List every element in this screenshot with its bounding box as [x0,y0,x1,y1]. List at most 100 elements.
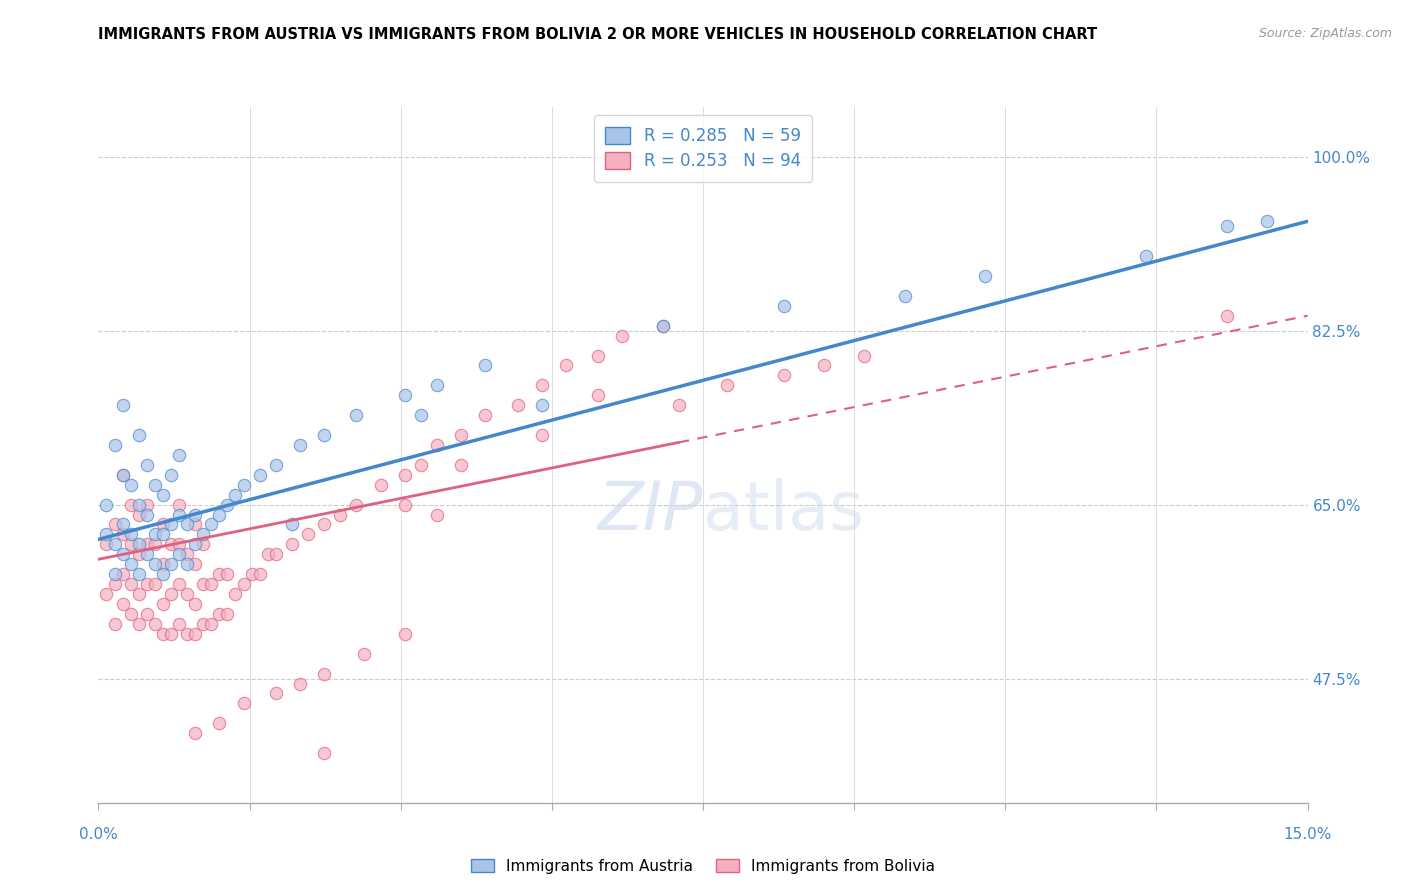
Point [264,547,287,561]
Point [167,577,190,591]
Point [167,537,190,551]
Point [96,498,118,512]
Point [184,537,207,551]
Point [135,498,157,512]
Point [167,448,190,462]
Point [297,527,319,541]
Point [128,547,150,561]
Point [184,627,207,641]
Point [530,428,553,442]
Point [120,527,142,541]
Point [314,428,336,442]
Point [288,438,311,452]
Point [200,616,222,631]
Point [167,547,190,561]
Point [120,477,142,491]
Point [224,587,246,601]
Point [612,328,634,343]
Text: ZIP: ZIP [598,477,703,543]
Point [394,498,416,512]
Point [111,547,134,561]
Point [344,408,367,422]
Point [651,318,673,333]
Point [143,616,166,631]
Point [128,508,150,522]
Point [103,616,125,631]
Point [152,527,174,541]
Point [208,508,231,522]
Point [143,527,166,541]
Point [135,458,157,472]
Point [530,398,553,412]
Point [474,408,496,422]
Point [184,508,207,522]
Point [143,558,166,572]
Point [474,359,496,373]
Point [184,558,207,572]
Point [184,597,207,611]
Point [128,537,150,551]
Point [176,517,198,532]
Point [160,467,183,482]
Point [370,477,392,491]
Point [506,398,529,412]
Point [249,567,271,582]
Point [120,558,142,572]
Point [128,616,150,631]
Text: IMMIGRANTS FROM AUSTRIA VS IMMIGRANTS FROM BOLIVIA 2 OR MORE VEHICLES IN HOUSEHO: IMMIGRANTS FROM AUSTRIA VS IMMIGRANTS FR… [98,27,1098,42]
Point [167,508,190,522]
Point [193,537,215,551]
Point [853,349,876,363]
Point [128,428,150,442]
Point [288,676,311,690]
Point [120,607,142,621]
Point [668,398,690,412]
Point [394,627,416,641]
Point [193,616,215,631]
Point [176,558,198,572]
Point [120,498,142,512]
Point [135,607,157,621]
Point [651,318,673,333]
Point [426,438,449,452]
Legend: Immigrants from Austria, Immigrants from Bolivia: Immigrants from Austria, Immigrants from… [465,853,941,880]
Point [281,517,304,532]
Point [143,577,166,591]
Point [314,746,336,760]
Point [314,666,336,681]
Point [167,498,190,512]
Point [111,398,134,412]
Point [1256,214,1278,228]
Point [111,467,134,482]
Point [128,587,150,601]
Point [208,607,231,621]
Point [586,388,609,402]
Point [426,508,449,522]
Text: atlas: atlas [703,477,863,543]
Point [111,527,134,541]
Text: Source: ZipAtlas.com: Source: ZipAtlas.com [1258,27,1392,40]
Point [530,378,553,392]
Point [176,547,198,561]
Point [586,349,609,363]
Point [208,716,231,731]
Point [224,488,246,502]
Point [160,627,183,641]
Point [152,597,174,611]
Point [135,537,157,551]
Point [240,567,263,582]
Point [893,289,915,303]
Point [716,378,738,392]
Point [135,577,157,591]
Point [772,368,794,383]
Point [143,477,166,491]
Point [111,467,134,482]
Point [111,567,134,582]
Point [160,587,183,601]
Point [128,498,150,512]
Point [974,268,997,283]
Point [167,616,190,631]
Point [426,378,449,392]
Point [143,537,166,551]
Point [152,488,174,502]
